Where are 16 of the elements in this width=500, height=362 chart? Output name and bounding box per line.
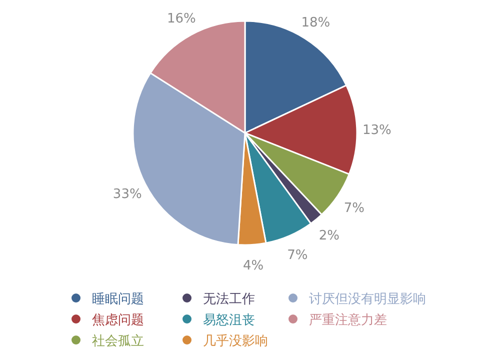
legend-label: 严重注意力差 — [309, 313, 387, 328]
data-label: 33% — [112, 186, 142, 202]
legend-label: 无法工作 — [203, 292, 255, 307]
legend-label: 讨厌但没有明显影响 — [309, 292, 426, 307]
data-label: 2% — [318, 228, 340, 244]
data-label: 13% — [362, 122, 392, 138]
data-label: 16% — [166, 11, 196, 26]
legend-label: 睡眠问题 — [92, 292, 144, 307]
legend-label: 几乎没影响 — [203, 334, 268, 349]
legend-label: 易怒沮丧 — [203, 313, 255, 328]
legend-label: 焦虑问题 — [92, 313, 144, 328]
legend-label: 社会孤立 — [92, 333, 144, 349]
data-label: 4% — [242, 258, 264, 274]
data-label: 18% — [301, 16, 330, 31]
data-label: 7% — [287, 248, 308, 264]
data-label: 7% — [344, 201, 364, 216]
